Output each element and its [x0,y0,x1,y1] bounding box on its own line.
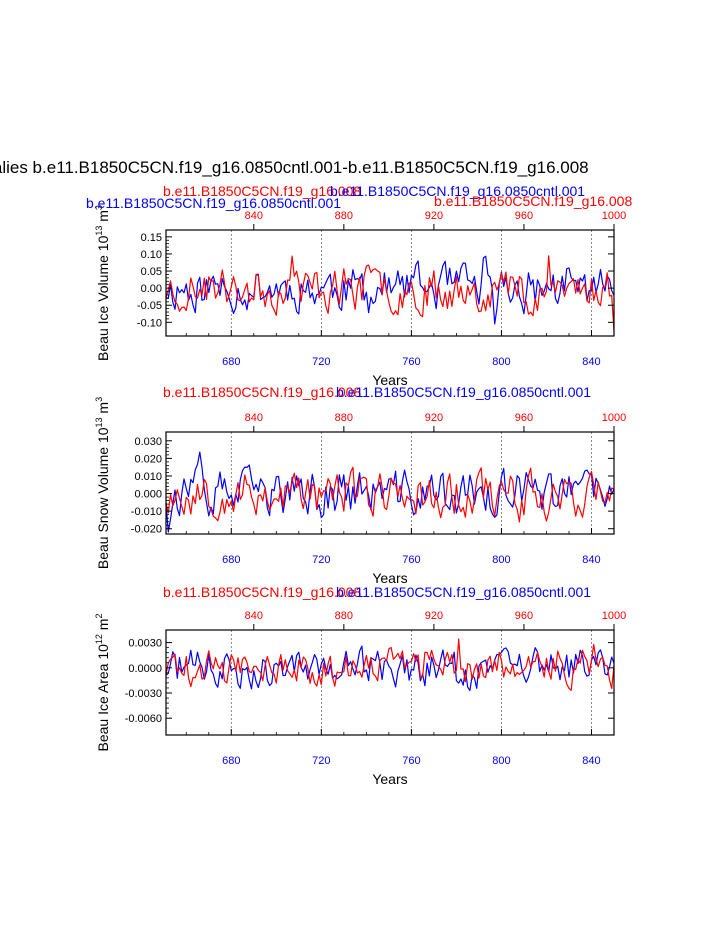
y-axis-label-text: m [95,210,111,226]
main-title: Ice Anomalies b.e11.B1850C5CN.f19_g16.08… [0,158,723,182]
y-axis-label-superscript: 13 [94,417,104,427]
y-axis-label: Beau Snow Volume 1013 m3 [94,397,111,569]
panel-2: -0.020 -0.010 0.000 0.010 0.020 0.030 680 720 76… [94,384,626,586]
x-bottom-tick-label: 720 [312,755,330,767]
x-top-tick-label: 880 [335,610,353,622]
y-tick-label: 0.0000 [128,663,162,675]
y-tick-label: 0.10 [141,249,162,261]
case2-title-right: b.e11.B1850C5CN.f19_g16.008 [434,193,632,209]
panel-1: -0.10 -0.05 0.00 0.05 0.10 0.15 680 720 760 800 84… [86,183,632,388]
x-top-tick-label: 1000 [602,210,626,222]
case1-title: b.e11.B1850C5CN.f19_g16.0850cntl.001 [336,384,591,400]
y-tick-label: -0.10 [137,317,162,329]
x-bottom-tick-label: 760 [402,554,420,566]
y-tick-label: -0.020 [131,524,162,536]
y-tick-label: -0.0030 [125,688,162,700]
case2-title: b.e11.B1850C5CN.f19_g16.008 [163,384,361,400]
x-top-tick-label: 880 [335,412,353,424]
y-tick-label: 0.00 [141,283,162,295]
x-top-tick-label: 920 [425,610,443,622]
series-line-case1-2 [165,451,615,533]
y-tick-label: -0.010 [131,506,162,518]
y-axis-label-superscript: 3 [94,397,104,402]
y-axis-label-superscript: 2 [94,613,104,618]
x-bottom-tick-label: 840 [582,554,600,566]
x-bottom-tick-label: 720 [312,356,330,368]
y-axis-label-text: Beau Ice Volume 10 [95,235,111,361]
y-axis-label-text: Beau Snow Volume 10 [95,427,111,569]
x-bottom-tick-label: 760 [402,755,420,767]
x-bottom-tick-label: 840 [582,755,600,767]
x-bottom-tick-label: 800 [492,356,510,368]
x-top-tick-label: 840 [245,610,263,622]
x-top-tick-label: 880 [335,210,353,222]
y-axis-label: Beau Ice Area 1012 m2 [94,613,111,751]
x-axis-label: Years [372,771,407,787]
x-top-tick-label: 960 [515,210,533,222]
y-axis-label-text: m [95,619,111,635]
y-tick-label: 0.020 [134,453,162,465]
y-axis-label-superscript: 12 [94,634,104,644]
y-tick-label: 0.000 [134,489,162,501]
x-top-tick-label: 960 [515,412,533,424]
series-line-case2-1 [165,255,615,332]
x-top-tick-label: 920 [425,210,443,222]
series-line-case2-2 [165,466,615,523]
x-top-tick-label: 840 [245,412,263,424]
x-top-tick-label: 1000 [602,610,626,622]
y-axis-label-text: Beau Ice Area 10 [95,644,111,752]
y-tick-label: -0.0060 [125,713,162,725]
panel-3: -0.0060 -0.0030 0.0000 0.0030 680 720 760 800 84… [94,584,626,787]
x-bottom-tick-label: 840 [582,356,600,368]
x-top-tick-label: 920 [425,412,443,424]
x-bottom-tick-label: 680 [222,356,240,368]
series-line-case2-3 [165,638,615,691]
main-title-text: Ice Anomalies b.e11.B1850C5CN.f19_g16.08… [0,158,589,177]
y-tick-label: 0.15 [141,232,162,244]
plot-frame-1 [165,229,615,337]
y-axis-label-superscript: 13 [94,226,104,236]
case1-title-right: b.e11.B1850C5CN.f19_g16.0850cntl.001 [330,183,585,199]
plot-frame-3 [165,629,615,736]
x-bottom-tick-label: 680 [222,755,240,767]
x-bottom-tick-label: 720 [312,554,330,566]
series-line-case1-3 [165,645,615,692]
y-tick-label: 0.05 [141,266,162,278]
y-tick-label: 0.010 [134,471,162,483]
x-top-tick-label: 960 [515,610,533,622]
case1-title-left: b.e11.B1850C5CN.f19_g16.0850cntl.001 [86,195,341,211]
y-axis-label: Beau Ice Volume 1013 m3 [94,205,111,361]
x-axis-label: Years [372,570,407,586]
x-top-tick-label: 840 [245,210,263,222]
x-bottom-tick-label: 760 [402,356,420,368]
x-top-tick-label: 1000 [602,412,626,424]
x-bottom-tick-label: 800 [492,554,510,566]
case1-title: b.e11.B1850C5CN.f19_g16.0850cntl.001 [336,584,591,600]
y-tick-label: 0.0030 [128,638,162,650]
case2-title-left: b.e11.B1850C5CN.f19_g16.008 [163,183,361,199]
y-axis-label-text: m [95,402,111,418]
x-bottom-tick-label: 800 [492,755,510,767]
x-axis-label: Years [372,372,407,388]
x-bottom-tick-label: 680 [222,554,240,566]
y-tick-label: 0.030 [134,436,162,448]
y-axis-label-superscript: 3 [94,205,104,210]
case2-title: b.e11.B1850C5CN.f19_g16.008 [163,584,361,600]
y-tick-label: -0.05 [137,300,162,312]
